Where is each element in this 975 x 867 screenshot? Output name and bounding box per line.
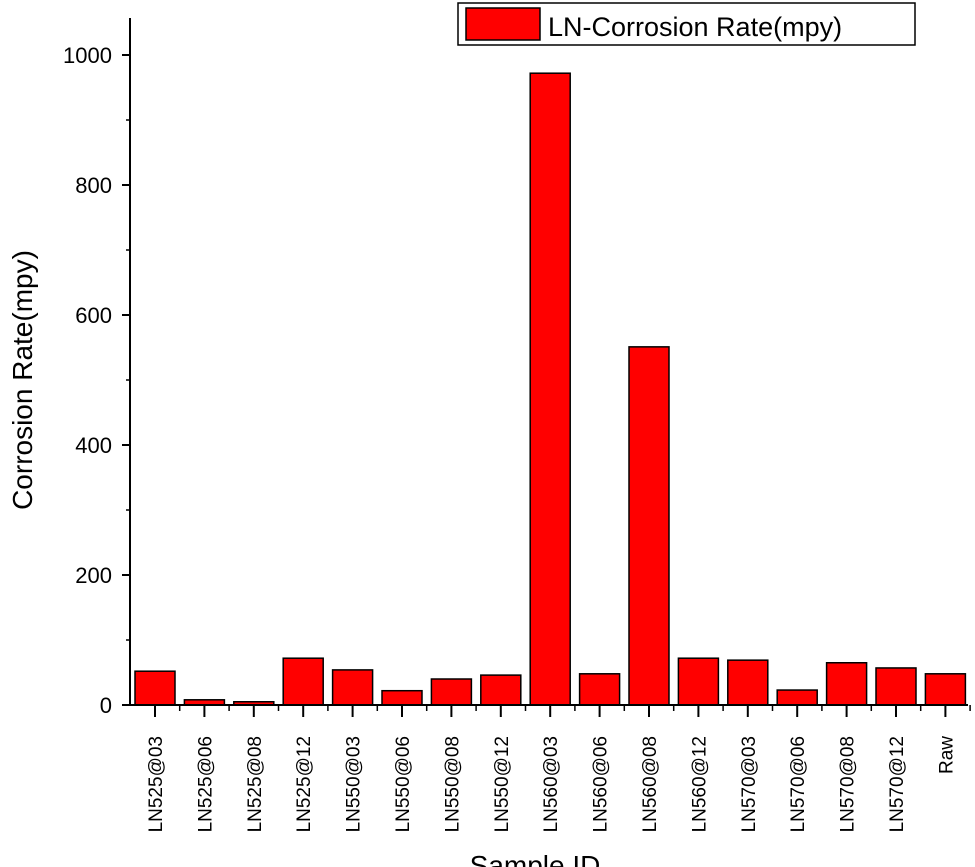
y-tick-label: 200	[75, 563, 112, 588]
x-tick-label: LN560@06	[591, 736, 612, 832]
y-tick-label: 400	[75, 433, 112, 458]
x-tick-label: LN570@03	[739, 736, 760, 832]
y-tick-label: 600	[75, 303, 112, 328]
bar-LN570@12	[875, 667, 917, 706]
x-tick-label: LN560@12	[689, 736, 710, 832]
x-tick-label: LN525@06	[195, 736, 216, 832]
x-tick-label: LN525@03	[146, 736, 167, 832]
x-ticks: LN525@03 LN525@06 LN525@08 LN525@12 LN550@03…	[146, 705, 971, 832]
x-tick-label: LN560@08	[640, 736, 661, 832]
x-tick-label: LN570@08	[838, 736, 859, 832]
bars	[134, 72, 967, 706]
x-tick-label: LN550@03	[344, 736, 365, 832]
bar-LN560@06	[578, 673, 621, 706]
bar-LN550@12	[480, 674, 522, 706]
y-tick-label: 0	[100, 693, 112, 718]
x-tick-label: LN525@08	[245, 736, 266, 832]
x-tick-label: Raw	[936, 736, 957, 774]
bar-LN550@08	[430, 678, 473, 706]
x-tick-label: LN570@06	[788, 736, 809, 832]
bar-LN570@03	[727, 659, 769, 706]
y-axis-title: Corrosion Rate(mpy)	[7, 250, 38, 510]
x-tick-label: LN560@03	[541, 736, 562, 832]
bar-Raw	[924, 673, 967, 706]
bar-LN570@06	[776, 689, 818, 706]
x-tick-label: LN525@12	[294, 736, 315, 832]
bar-LN550@03	[331, 669, 374, 706]
legend-label: LN-Corrosion Rate(mpy)	[548, 12, 842, 42]
bar-LN525@03	[134, 670, 176, 706]
x-tick-label: LN570@12	[887, 736, 908, 832]
y-tick-label: 800	[75, 173, 112, 198]
x-tick-label: LN550@12	[492, 736, 513, 832]
bar-LN560@08	[628, 346, 670, 706]
bar-LN570@08	[825, 662, 868, 706]
y-ticks: 0 200 400 600 800 1000	[63, 43, 130, 718]
bar-LN525@12	[282, 657, 324, 706]
y-tick-label: 1000	[63, 43, 112, 68]
legend-swatch	[465, 7, 541, 41]
legend: LN-Corrosion Rate(mpy)	[457, 2, 916, 46]
bar-LN560@12	[677, 657, 720, 706]
x-tick-label: LN550@08	[442, 736, 463, 832]
x-axis-title: Sample ID	[470, 850, 601, 867]
bar-LN550@06	[381, 689, 423, 706]
x-tick-label: LN550@06	[393, 736, 414, 832]
bar-LN560@03	[529, 72, 571, 706]
